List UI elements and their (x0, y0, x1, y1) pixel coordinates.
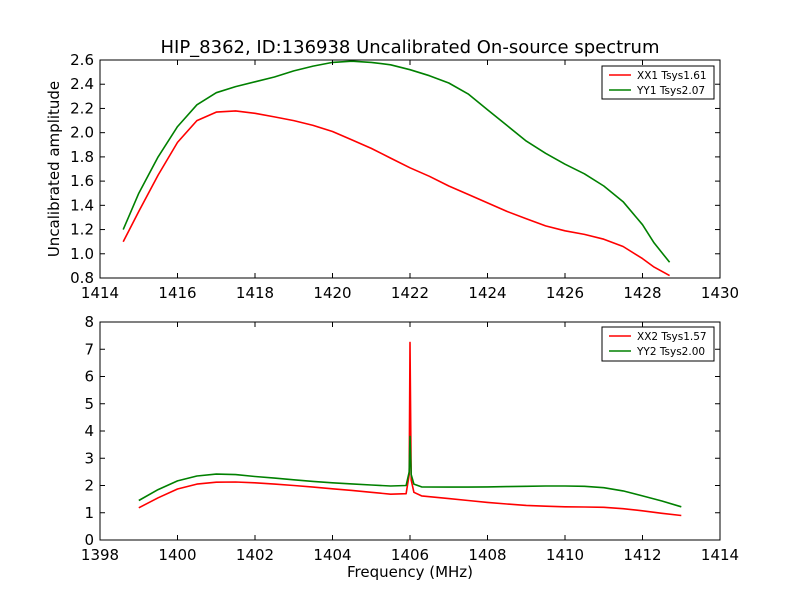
x-tick-label: 1412 (623, 546, 661, 564)
y-tick-label: 1 (84, 504, 94, 522)
x-tick-label: 1426 (546, 284, 584, 302)
y-tick-label: 1.6 (70, 172, 94, 190)
y-tick-label: 1.8 (70, 148, 94, 166)
y-tick-label: 1.0 (70, 245, 94, 263)
legend: XX1 Tsys1.61 YY1 Tsys2.07 (601, 65, 715, 100)
x-tick-label: 1414 (81, 284, 119, 302)
y-tick-label: 8 (84, 313, 94, 331)
y-tick-label: 6 (84, 368, 94, 386)
x-tick-label: 1418 (236, 284, 274, 302)
x-tick-label: 1428 (623, 284, 661, 302)
y-tick-label: 1.2 (70, 221, 94, 239)
series-line-yy-1 (122, 60, 671, 263)
y-tick-label: 5 (84, 395, 94, 413)
x-tick-label: 1404 (313, 546, 351, 564)
series-line-yy-2 (138, 435, 682, 508)
y-tick-label: 2.4 (70, 75, 94, 93)
y-axis-title: Uncalibrated amplitude (45, 81, 63, 257)
y-tick-label: 1.4 (70, 196, 94, 214)
x-tick-label: 1414 (701, 546, 739, 564)
series-line-xx-1 (122, 110, 670, 277)
subplot-2: 1398 1400 1402 1404 1406 1408 1410 1412 1414 0 1 2 3… (81, 313, 739, 581)
figure-title: HIP_8362, ID:136938 Uncalibrated On-sour… (160, 37, 659, 58)
x-tick-label: 1424 (468, 284, 506, 302)
series-group (122, 60, 671, 277)
series-group (138, 341, 682, 517)
x-axis-title: Frequency (MHz) (347, 563, 473, 581)
x-tick-label: 1402 (236, 546, 274, 564)
subplot-container: 1414 1416 1418 1420 1422 1424 1426 1428 14300.81… (45, 51, 739, 581)
y-tick-label: 0.8 (70, 269, 94, 287)
y-tick-label: 2.2 (70, 99, 94, 117)
y-tick-label: 2.6 (70, 51, 94, 69)
x-tick-label: 1410 (546, 546, 584, 564)
y-tick-label: 3 (84, 449, 94, 467)
x-tick-label: 1398 (81, 546, 119, 564)
legend-box (601, 326, 715, 362)
legend-label: YY2 Tsys2.00 (636, 346, 705, 358)
legend-label: XX1 Tsys1.61 (637, 70, 707, 82)
y-tick-label: 2 (84, 477, 94, 495)
x-tick-label: 1416 (158, 284, 196, 302)
y-tick-label: 4 (84, 422, 94, 440)
x-tick-label: 1420 (313, 284, 351, 302)
x-tick-label: 1406 (391, 546, 429, 564)
x-tick-label: 1408 (468, 546, 506, 564)
subplot-1: 1414 1416 1418 1420 1422 1424 1426 1428 1430 0.8 1… (45, 51, 739, 302)
series-line-xx-2 (138, 341, 682, 517)
x-tick-label: 1400 (158, 546, 196, 564)
y-tick-label: 0 (84, 531, 94, 549)
x-tick-label: 1422 (391, 284, 429, 302)
y-tick-label: 2.0 (70, 124, 94, 142)
legend: XX2 Tsys1.57 YY2 Tsys2.00 (601, 326, 715, 362)
legend-box (601, 65, 715, 100)
legend-label: XX2 Tsys1.57 (637, 331, 707, 343)
legend-label: YY1 Tsys2.07 (636, 85, 705, 97)
y-tick-label: 7 (84, 340, 94, 358)
x-tick-label: 1430 (701, 284, 739, 302)
